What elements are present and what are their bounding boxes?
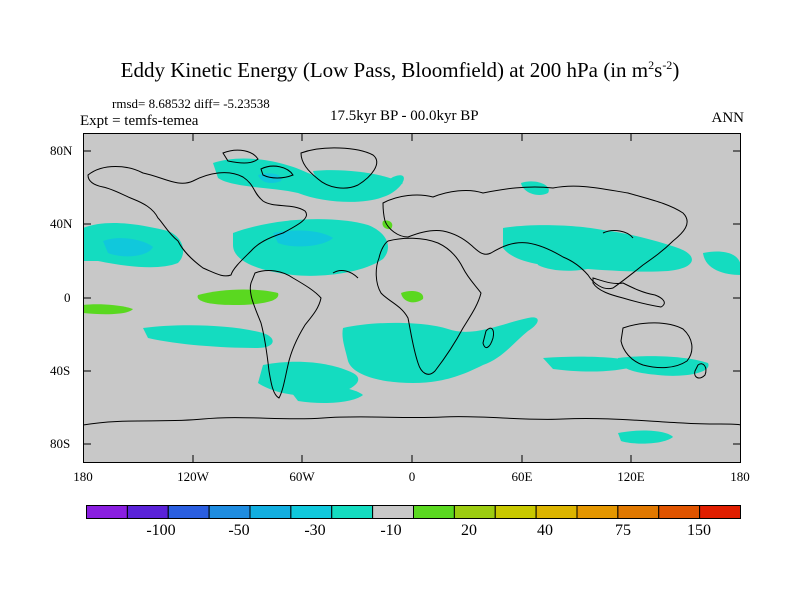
colorbar-swatch — [249, 505, 292, 519]
lon-label-180w: 180 — [73, 469, 93, 484]
colorbar-label: 40 — [537, 522, 553, 539]
colorbar-swatch — [699, 505, 741, 519]
colorbar-swatch — [290, 505, 333, 519]
period-label: 17.5kyr BP - 00.0kyr BP — [330, 108, 479, 124]
colorbar-swatch — [86, 505, 128, 519]
lat-label-40s: 40S — [50, 363, 71, 378]
lat-label-80s: 80S — [50, 436, 71, 451]
colorbar-label: -30 — [304, 522, 326, 539]
colorbar-label: 20 — [461, 522, 477, 539]
negative-anomaly-regions — [83, 158, 741, 444]
colorbar-swatch — [535, 505, 578, 519]
negative-strong-regions — [103, 173, 333, 257]
season-label: ANN — [711, 110, 745, 126]
lon-label-0: 0 — [408, 469, 416, 484]
experiment-label: Expt = temfs-temea — [80, 113, 199, 129]
colorbar-label: -10 — [380, 522, 402, 539]
colorbar-label: 150 — [687, 522, 711, 539]
colorbar-swatch — [617, 505, 660, 519]
lat-label-40n: 40N — [50, 216, 73, 231]
colorbar-label: -100 — [146, 522, 176, 539]
colorbar-swatch — [413, 505, 455, 519]
colorbar-label: -50 — [228, 522, 250, 539]
colorbar-swatch — [453, 505, 496, 519]
lat-label-80n: 80N — [50, 143, 73, 158]
colorbar-label: 75 — [615, 522, 631, 539]
lon-label-120w: 120W — [177, 469, 209, 484]
colorbar — [86, 505, 741, 519]
colorbar-swatch — [208, 505, 251, 519]
colorbar-swatch — [126, 505, 169, 519]
axis-ticks — [83, 133, 741, 463]
lon-label-120e: 120E — [617, 469, 645, 484]
colorbar-swatch — [331, 505, 374, 519]
lon-label-60w: 60W — [289, 469, 315, 484]
plot-title: Eddy Kinetic Energy (Low Pass, Bloomfiel… — [120, 58, 680, 82]
stats-label: rmsd= 8.68532 diff= -5.23538 — [112, 96, 270, 111]
lon-label-60e: 60E — [511, 469, 533, 484]
positive-anomaly-regions — [83, 220, 424, 315]
colorbar-swatch — [576, 505, 619, 519]
lon-label-180e: 180 — [730, 469, 750, 484]
coastlines — [83, 147, 741, 426]
colorbar-swatch — [372, 505, 415, 519]
colorbar-swatch — [494, 505, 537, 519]
world-map — [83, 133, 741, 463]
colorbar-swatch — [167, 505, 210, 519]
lat-label-0: 0 — [64, 290, 71, 305]
colorbar-swatch — [658, 505, 701, 519]
